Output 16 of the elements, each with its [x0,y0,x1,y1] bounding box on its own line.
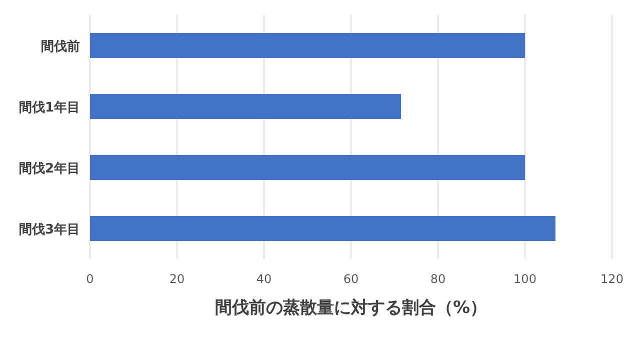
bar [90,154,525,180]
bar [90,216,556,242]
x-tick-label: 100 [514,272,536,286]
x-tick-label: 40 [256,272,272,286]
y-tick-label: 間伐前 [41,40,80,54]
x-tick-label: 60 [343,272,359,286]
x-tick-label: 0 [86,272,94,286]
x-axis-title: 間伐前の蒸散量に対する割合（%） [214,298,488,318]
bar [90,94,402,120]
y-tick-label: 間伐1年目 [18,100,80,116]
bar [90,32,525,58]
x-tick-label: 120 [600,272,624,286]
y-tick-label: 間伐3年目 [18,222,80,238]
y-tick-label: 間伐2年目 [18,162,80,176]
x-tick-label: 20 [169,272,185,286]
x-tick-label: 80 [430,272,446,286]
